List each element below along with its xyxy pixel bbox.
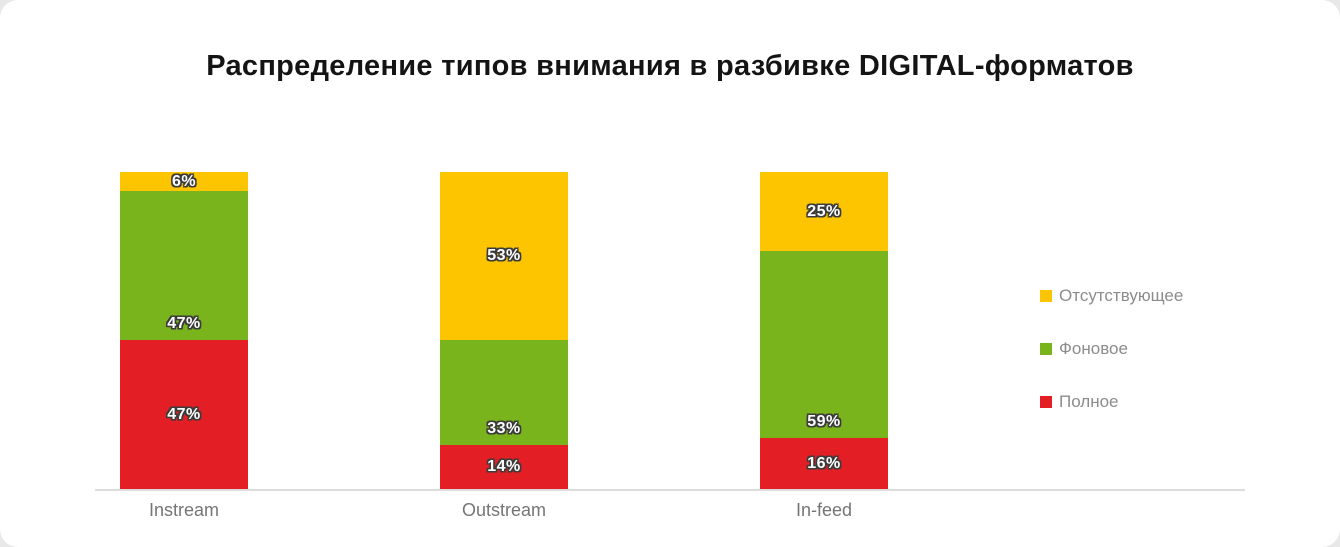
bar-segment: 53%: [440, 172, 568, 341]
segment-value-label: 47%: [167, 315, 201, 333]
legend-swatch: [1040, 290, 1052, 302]
legend-swatch: [1040, 343, 1052, 355]
legend: Отсутствующее Фоновое Полное: [1040, 286, 1183, 412]
chart-title: Распределение типов внимания в разбивке …: [206, 50, 1134, 82]
bar-segment: 47%: [120, 340, 248, 489]
segment-value-label: 14%: [487, 457, 521, 475]
legend-item: Фоновое: [1040, 339, 1183, 359]
stacked-bar-outstream: 14% 33% 53% Outstream: [440, 172, 568, 520]
legend-label: Фоновое: [1059, 339, 1128, 358]
bar-segment: 59%: [760, 251, 888, 439]
stacked-bar-in-feed: 16% 59% 25% In-feed: [760, 172, 888, 520]
legend-item: Полное: [1040, 392, 1183, 412]
segment-value-label: 59%: [807, 413, 841, 431]
legend-swatch: [1040, 396, 1052, 408]
bar-segment: 25%: [760, 172, 888, 252]
legend-label: Отсутствующее: [1059, 286, 1184, 305]
bar-segment: 16%: [760, 438, 888, 489]
bar-segment: 14%: [440, 444, 568, 489]
segment-value-label: 47%: [167, 405, 201, 423]
bar-segment: 47%: [120, 191, 248, 341]
legend-item: Отсутствующее: [1040, 286, 1183, 306]
category-label: In-feed: [795, 500, 853, 520]
segment-value-label: 25%: [807, 202, 841, 220]
category-label: Outstream: [461, 500, 547, 520]
legend-label: Полное: [1059, 392, 1119, 411]
category-label: Instream: [148, 500, 220, 520]
segment-value-label: 6%: [171, 172, 197, 190]
segment-value-label: 33%: [487, 419, 521, 437]
bar-segment: 6%: [120, 172, 248, 192]
bar-segment: 33%: [440, 340, 568, 445]
segment-value-label: 53%: [487, 247, 521, 265]
x-axis-line: [95, 489, 1245, 491]
segment-value-label: 16%: [807, 454, 841, 472]
stacked-bar-instream: 47% 47% 6% Instream: [120, 172, 248, 520]
